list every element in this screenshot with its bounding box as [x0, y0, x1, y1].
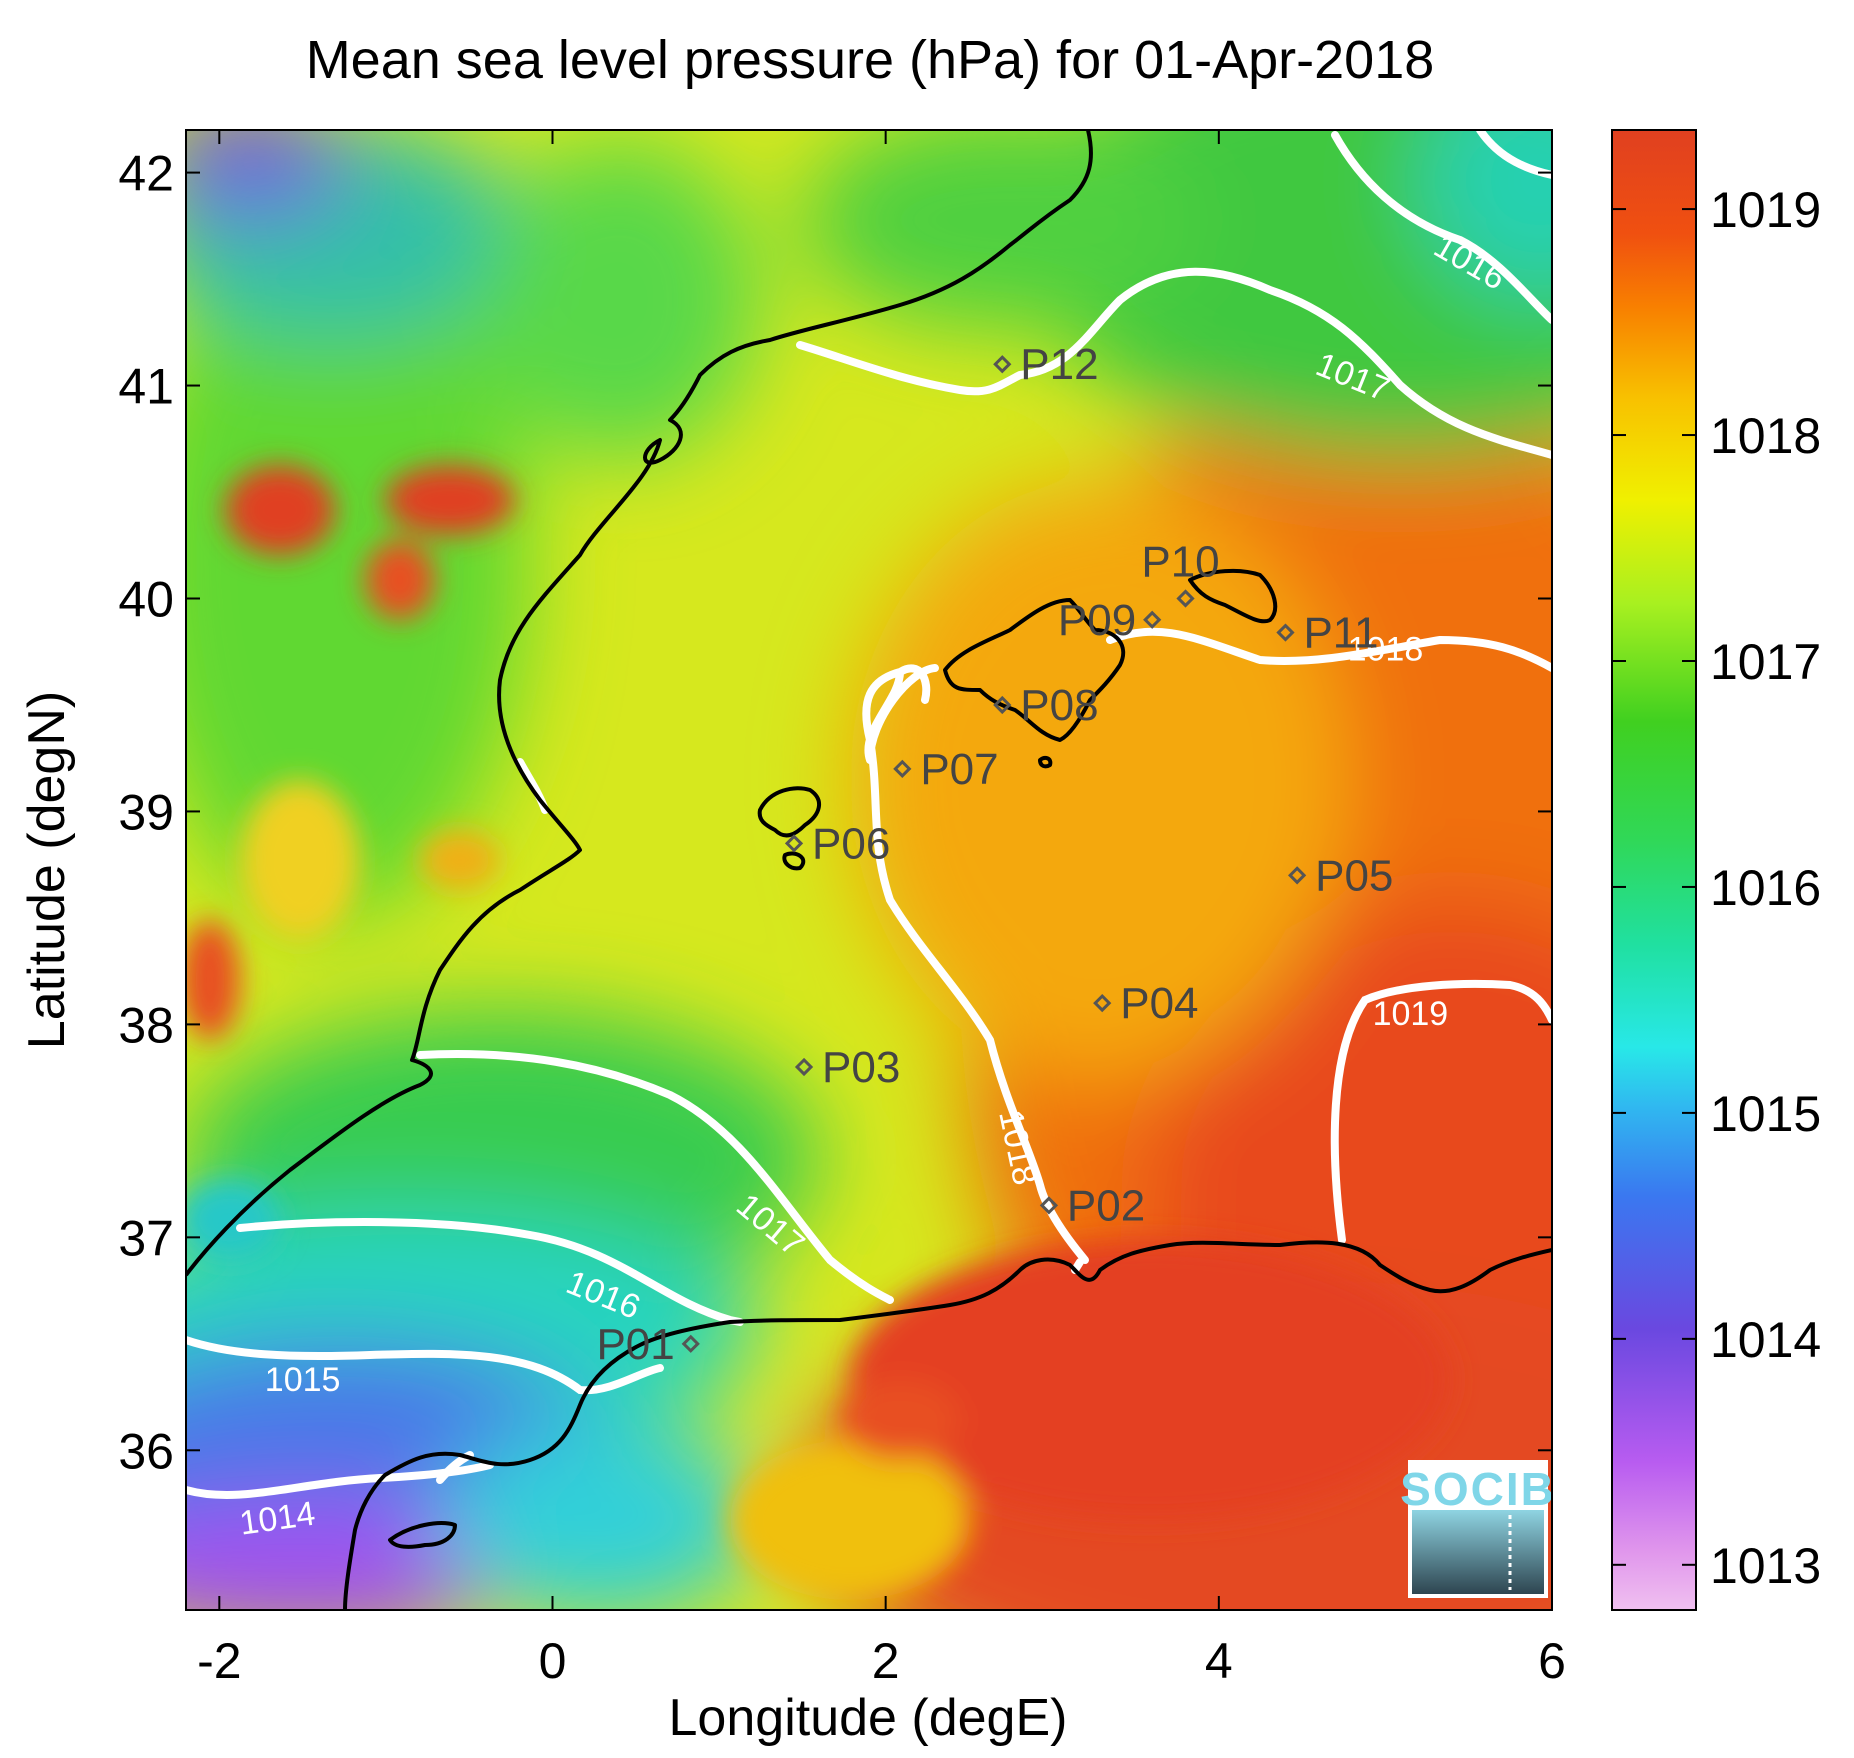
station-p08: P08: [993, 681, 1099, 730]
station-marker-diamond: [1287, 866, 1307, 885]
isobar-1017-north: [796, 267, 1552, 459]
station-label: P06: [812, 819, 890, 868]
isobar-1016-north: [1331, 131, 1552, 324]
formentera: [782, 851, 806, 871]
y-tick-label: 41: [118, 359, 174, 415]
x-tick-label: 2: [872, 1633, 900, 1689]
station-p07: P07: [893, 745, 999, 794]
station-p09: P09: [1058, 596, 1162, 645]
x-axis-ticks: -2 0 2 4 6: [197, 130, 1566, 1689]
menorca: [1188, 568, 1278, 624]
colorbar: 1013 1014 1015 1016 1017 1018 1019: [1611, 129, 1821, 1611]
station-marker-diamond: [993, 695, 1012, 715]
north-africa-coast: [343, 1240, 1552, 1610]
colorbar-tick-label: 1018: [1710, 408, 1821, 464]
station-label: P08: [1020, 681, 1098, 730]
socib-logo: SOCIB: [1400, 1460, 1556, 1598]
y-tick-label: 38: [118, 997, 174, 1053]
station-label: P11: [1303, 609, 1378, 658]
isobar-1018-main: [862, 664, 1089, 1274]
colorbar-ticks: 1013 1014 1015 1016 1017 1018 1019: [1612, 182, 1821, 1594]
contour-label: 1018: [1348, 631, 1424, 669]
station-p03: P03: [794, 1043, 900, 1092]
colorbar-gradient: [1611, 129, 1697, 1611]
colorbar-tick-label: 1015: [1710, 1086, 1821, 1142]
station-marker-diamond: [1276, 623, 1295, 642]
y-axis-ticks: 36 37 38 39 40 41 42: [118, 146, 1552, 1479]
y-tick-label: 37: [118, 1210, 174, 1266]
station-marker-diamond: [681, 1334, 700, 1353]
logo-text: SOCIB: [1400, 1463, 1556, 1515]
cabrera: [1038, 755, 1053, 769]
y-tick-label: 40: [118, 571, 174, 627]
x-tick-label: -2: [197, 1633, 241, 1689]
alboran-island: [388, 1521, 457, 1549]
pressure-field: [186, 130, 1552, 1610]
y-tick-label: 36: [118, 1423, 174, 1479]
x-tick-label: 6: [1538, 1633, 1566, 1689]
isobar-contours: [186, 130, 1552, 1499]
station-p11: P11: [1276, 609, 1378, 658]
station-label: P09: [1058, 596, 1136, 645]
station-label: P02: [1067, 1181, 1145, 1230]
station-p10: P10: [1141, 537, 1220, 608]
contour-label: 1015: [265, 1361, 341, 1399]
station-p05: P05: [1287, 851, 1393, 900]
station-label: P01: [596, 1320, 674, 1369]
y-axis-label: Latitude (degN): [18, 691, 76, 1049]
isobar-1014: [186, 1461, 494, 1499]
contour-label: 1019: [1373, 995, 1449, 1033]
iberian-coast: [186, 130, 1093, 1277]
y-tick-label: 42: [118, 146, 174, 202]
ibiza: [757, 786, 821, 838]
station-label: P12: [1020, 340, 1098, 389]
station-p01: P01: [596, 1320, 700, 1369]
station-marker-diamond: [784, 834, 804, 853]
colorbar-tick-label: 1016: [1710, 860, 1821, 916]
chart-title: Mean sea level pressure (hPa) for 01-Apr…: [306, 30, 1435, 90]
station-marker-diamond: [1143, 610, 1162, 629]
station-marker-diamond: [1039, 1196, 1059, 1215]
station-label: P04: [1120, 979, 1198, 1028]
station-label: P10: [1141, 537, 1219, 586]
station-marker-diamond: [1176, 589, 1195, 608]
colorbar-tick-label: 1014: [1710, 1312, 1821, 1368]
isobar-1015: [186, 1336, 664, 1395]
y-tick-label: 39: [118, 784, 174, 840]
station-p06: P06: [784, 819, 890, 868]
isobar-1019: [1330, 979, 1552, 1244]
isobar-1018-east: [1106, 627, 1552, 672]
x-tick-label: 0: [539, 1633, 567, 1689]
station-label: P05: [1315, 851, 1393, 900]
x-axis-label: Longitude (degE): [669, 1689, 1068, 1747]
station-marker-diamond: [1093, 993, 1112, 1013]
isobar-1016: [236, 1218, 744, 1326]
station-marker-diamond: [794, 1057, 814, 1077]
station-p02: P02: [1039, 1181, 1145, 1230]
x-tick-label: 4: [1205, 1633, 1233, 1689]
station-label: P03: [822, 1043, 900, 1092]
station-p04: P04: [1093, 979, 1199, 1028]
colorbar-tick-label: 1013: [1710, 1538, 1821, 1594]
station-label: P07: [920, 745, 998, 794]
plot-frame: [185, 129, 1553, 1611]
colorbar-tick-label: 1019: [1710, 182, 1821, 238]
coastline: [186, 130, 1552, 1610]
station-p12: P12: [993, 340, 1099, 389]
station-marker-diamond: [993, 355, 1012, 374]
station-marker-diamond: [893, 759, 912, 778]
isobar-1017-south: [416, 1050, 894, 1304]
colorbar-tick-label: 1017: [1710, 634, 1821, 690]
